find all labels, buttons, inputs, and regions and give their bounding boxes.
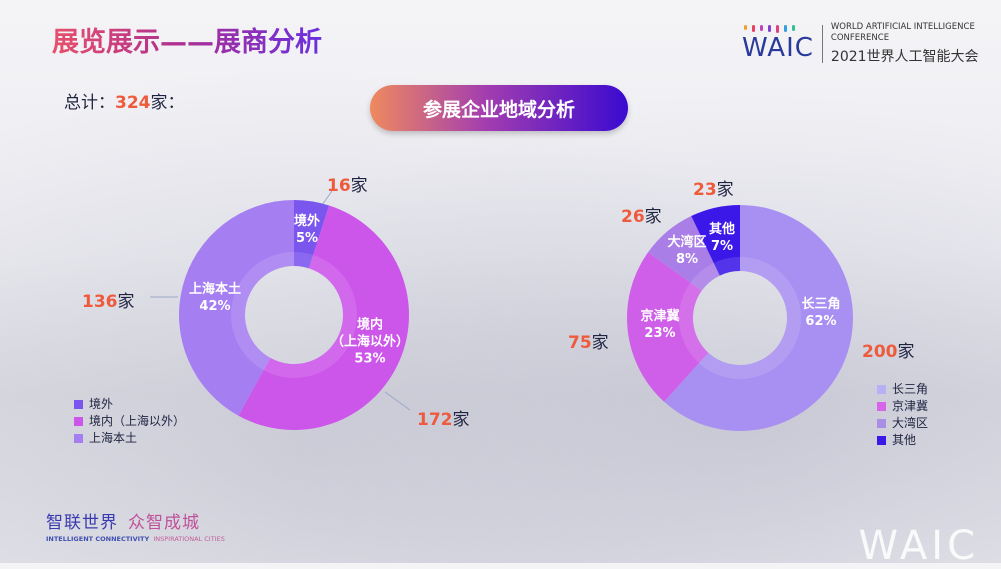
- slogan-a: 智联世界: [46, 513, 118, 533]
- page-title: 展览展示——展商分析: [52, 20, 322, 59]
- logo-divider: [821, 25, 823, 63]
- legend-item: 上海本土: [74, 430, 185, 447]
- count-label: 75家: [568, 333, 609, 353]
- donut-slice-2: [627, 252, 709, 402]
- legend-item: 大湾区: [877, 415, 928, 432]
- waic-watermark: WAIC: [858, 523, 979, 569]
- legend-item: 其他: [877, 432, 928, 449]
- slogan-en-a: INTELLIGENT CONNECTIVITY: [46, 535, 150, 543]
- logo-mark-text: WAIC: [742, 33, 814, 63]
- count-label: 23家: [693, 180, 734, 200]
- legend-item: 境外: [74, 396, 185, 413]
- logo-en-line2: CONFERENCE: [830, 33, 890, 43]
- total-count: 总计：324家：: [64, 88, 185, 113]
- count-label: 172家: [417, 410, 470, 430]
- leader-line: [384, 391, 411, 411]
- slogan-b: 众智成城: [128, 513, 200, 533]
- donut-chart-exhibitor-origin: [178, 200, 409, 430]
- slice-label: 其他 7%: [708, 222, 736, 254]
- logo-text: WORLD ARTIFICIAL INTELLIGENCE CONFERENCE…: [831, 22, 979, 66]
- total-value: 324: [115, 93, 151, 113]
- waic-mark: WAIC: [742, 25, 814, 63]
- slice-label: 京津冀 23%: [640, 309, 680, 341]
- legend-right: 长三角 京津冀 大湾区 其他: [877, 381, 928, 449]
- count-label: 200家: [862, 342, 915, 362]
- legend-left: 境外 境内（上海以外） 上海本土: [74, 396, 185, 447]
- legend-item: 境内（上海以外）: [74, 413, 185, 430]
- donut-slice-3: [178, 200, 294, 416]
- slice-label: 境内 （上海以外） 53%: [330, 317, 410, 367]
- count-label: 136家: [82, 292, 135, 312]
- slice-label: 长三角 62%: [801, 297, 841, 329]
- donut-slice-1: [664, 205, 853, 431]
- donut-inner-glow: [231, 252, 357, 378]
- donut-slice-1: [294, 200, 330, 269]
- donut-slice-2: [238, 205, 409, 430]
- donut-slice-4: [691, 205, 740, 276]
- logo-dots-icon: [744, 25, 795, 33]
- donut-inner-glow: [679, 257, 801, 379]
- donut-slice-3: [648, 216, 720, 291]
- logo-en-line1: WORLD ARTIFICIAL INTELLIGENCE: [830, 22, 975, 32]
- footer-slogan: 智联世界 众智成城 INTELLIGENT CONNECTIVITY INSPIR…: [46, 508, 225, 543]
- count-label: 26家: [621, 207, 662, 227]
- total-label: 总计：: [64, 93, 115, 113]
- slogan-en-b: INSPIRATIONAL CITIES: [153, 535, 225, 543]
- legend-item: 京津冀: [877, 398, 928, 415]
- slice-label: 大湾区 8%: [667, 235, 707, 267]
- logo-cn: 2021世界人工智能大会: [830, 49, 979, 65]
- waic-logo: WAIC WORLD ARTIFICIAL INTELLIGENCE CONFE…: [742, 22, 979, 66]
- total-unit: 家：: [150, 93, 185, 113]
- count-label: 16家: [327, 176, 368, 196]
- leader-line: [321, 190, 333, 206]
- slice-label: 上海本土 42%: [188, 282, 242, 314]
- slice-label: 境外 5%: [293, 214, 321, 246]
- donut-chart-exhibitor-region: [627, 205, 853, 431]
- section-title-button: 参展企业地域分析: [370, 85, 628, 131]
- legend-item: 长三角: [877, 381, 928, 398]
